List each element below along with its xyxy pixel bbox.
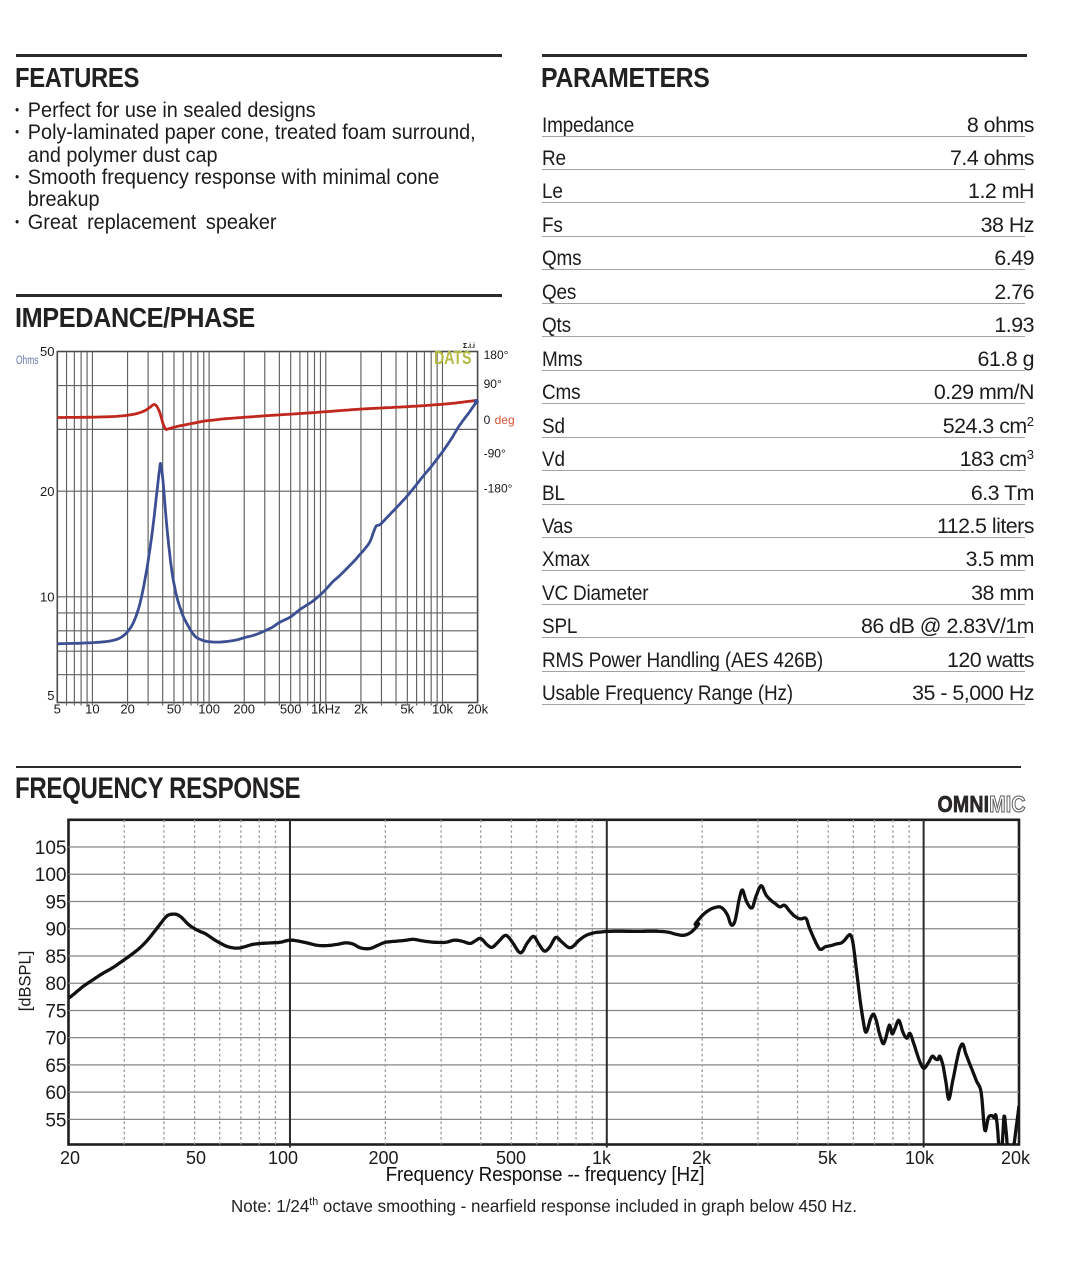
svg-text:10: 10 <box>40 589 54 604</box>
svg-text:90°: 90° <box>484 377 502 391</box>
svg-text:20: 20 <box>120 702 134 717</box>
svg-text:55: 55 <box>45 1110 66 1131</box>
svg-text:10k: 10k <box>905 1148 935 1168</box>
svg-text:60: 60 <box>45 1083 66 1104</box>
svg-text:10k: 10k <box>432 702 453 717</box>
svg-text:500: 500 <box>280 702 302 717</box>
svg-text:100: 100 <box>198 702 220 717</box>
svg-text:200: 200 <box>368 1148 398 1168</box>
svg-text:20: 20 <box>40 484 54 499</box>
svg-text:100: 100 <box>268 1148 298 1168</box>
svg-text:20k: 20k <box>467 702 488 717</box>
svg-text:95: 95 <box>45 892 66 913</box>
svg-text:90: 90 <box>45 920 66 941</box>
svg-text:100: 100 <box>35 865 67 886</box>
svg-text:105: 105 <box>35 838 67 859</box>
svg-text:Ohms: Ohms <box>16 355 39 367</box>
svg-text:2k: 2k <box>692 1148 712 1168</box>
svg-text:5k: 5k <box>400 702 414 717</box>
svg-text:500: 500 <box>496 1148 526 1168</box>
svg-text:5k: 5k <box>818 1148 838 1168</box>
svg-text:10: 10 <box>85 702 99 717</box>
svg-text:DATS: DATS <box>434 348 472 368</box>
svg-text:20: 20 <box>60 1148 80 1168</box>
svg-text:[dBSPL]: [dBSPL] <box>17 951 35 1012</box>
svg-text:0: 0 <box>484 413 491 427</box>
svg-text:5: 5 <box>47 688 54 703</box>
svg-text:1kHz: 1kHz <box>311 702 341 717</box>
svg-text:50: 50 <box>186 1148 206 1168</box>
svg-text:50: 50 <box>40 344 54 359</box>
svg-text:deg: deg <box>495 413 515 427</box>
svg-text:Σ.i.i: Σ.i.i <box>463 343 475 350</box>
svg-text:200: 200 <box>233 702 255 717</box>
svg-text:50: 50 <box>167 702 181 717</box>
svg-text:180°: 180° <box>484 348 509 362</box>
svg-text:2k: 2k <box>354 702 368 717</box>
svg-text:75: 75 <box>45 1001 66 1022</box>
svg-text:1k: 1k <box>592 1148 612 1168</box>
svg-text:-180°: -180° <box>484 482 513 496</box>
svg-text:20k: 20k <box>1001 1148 1031 1168</box>
svg-text:85: 85 <box>45 947 66 968</box>
svg-text:-90°: -90° <box>484 447 506 461</box>
svg-text:80: 80 <box>45 974 66 995</box>
svg-text:70: 70 <box>45 1029 66 1050</box>
svg-text:65: 65 <box>45 1056 66 1077</box>
svg-text:5: 5 <box>54 702 61 717</box>
